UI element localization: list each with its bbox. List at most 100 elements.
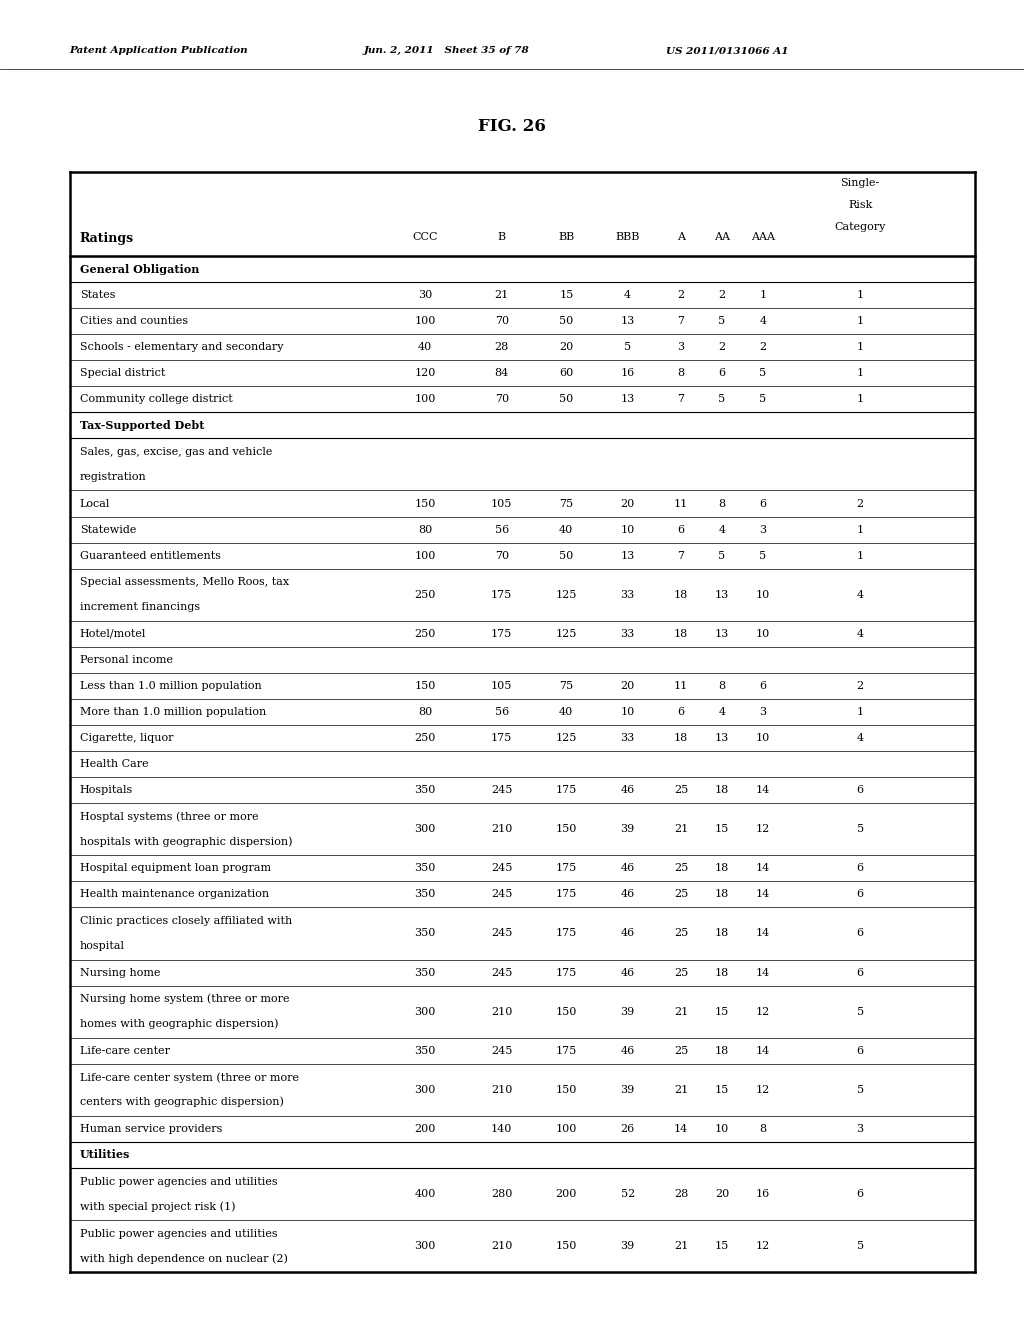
Text: 175: 175 [556, 890, 577, 899]
Text: 13: 13 [715, 590, 729, 599]
Text: 6: 6 [857, 1189, 863, 1199]
Text: 1: 1 [857, 290, 863, 300]
Text: US 2011/0131066 A1: US 2011/0131066 A1 [666, 46, 788, 55]
Text: Health Care: Health Care [80, 759, 148, 770]
Text: 105: 105 [492, 499, 512, 508]
Text: 1: 1 [857, 315, 863, 326]
Text: 100: 100 [415, 315, 435, 326]
Text: 6: 6 [719, 368, 725, 379]
Text: 300: 300 [415, 1085, 435, 1094]
Text: Life-care center system (three or more: Life-care center system (three or more [80, 1072, 299, 1082]
Text: 13: 13 [621, 395, 635, 404]
Text: increment financings: increment financings [80, 602, 200, 612]
Text: Utilities: Utilities [80, 1150, 130, 1160]
Text: BBB: BBB [615, 232, 640, 243]
Text: 50: 50 [559, 395, 573, 404]
Text: 15: 15 [715, 1007, 729, 1016]
Text: 75: 75 [559, 681, 573, 690]
Text: 8: 8 [760, 1123, 766, 1134]
Text: 3: 3 [857, 1123, 863, 1134]
Text: 14: 14 [756, 863, 770, 874]
Text: Health maintenance organization: Health maintenance organization [80, 890, 269, 899]
Text: 125: 125 [556, 590, 577, 599]
Text: 56: 56 [495, 708, 509, 717]
Text: 12: 12 [756, 1007, 770, 1016]
Text: registration: registration [80, 471, 146, 482]
Text: 7: 7 [678, 395, 684, 404]
Text: 4: 4 [857, 628, 863, 639]
Text: General Obligation: General Obligation [80, 264, 200, 275]
Text: 18: 18 [715, 968, 729, 978]
Text: 150: 150 [556, 1085, 577, 1094]
Text: Nursing home: Nursing home [80, 968, 161, 978]
Text: Special assessments, Mello Roos, tax: Special assessments, Mello Roos, tax [80, 577, 289, 587]
Text: 21: 21 [674, 1241, 688, 1251]
Text: 46: 46 [621, 968, 635, 978]
Text: 46: 46 [621, 785, 635, 795]
Text: 5: 5 [760, 368, 766, 379]
Text: 100: 100 [415, 550, 435, 561]
Text: 18: 18 [715, 890, 729, 899]
Text: More than 1.0 million population: More than 1.0 million population [80, 708, 266, 717]
Text: 3: 3 [760, 524, 766, 535]
Text: 14: 14 [756, 968, 770, 978]
Text: 10: 10 [621, 524, 635, 535]
Text: 50: 50 [559, 315, 573, 326]
Text: 5: 5 [625, 342, 631, 352]
Text: 245: 245 [492, 863, 512, 874]
Text: Jun. 2, 2011   Sheet 35 of 78: Jun. 2, 2011 Sheet 35 of 78 [364, 46, 529, 55]
Text: 150: 150 [556, 1007, 577, 1016]
Text: B: B [498, 232, 506, 243]
Text: 50: 50 [559, 550, 573, 561]
Text: 70: 70 [495, 315, 509, 326]
Text: Clinic practices closely affiliated with: Clinic practices closely affiliated with [80, 916, 292, 927]
Text: 300: 300 [415, 1241, 435, 1251]
Text: 15: 15 [715, 1241, 729, 1251]
Text: 175: 175 [556, 785, 577, 795]
Text: 39: 39 [621, 1085, 635, 1094]
Text: 21: 21 [674, 1007, 688, 1016]
Text: BB: BB [558, 232, 574, 243]
Text: 6: 6 [857, 968, 863, 978]
Text: 150: 150 [556, 824, 577, 834]
Text: Sales, gas, excise, gas and vehicle: Sales, gas, excise, gas and vehicle [80, 447, 272, 457]
Text: 245: 245 [492, 928, 512, 939]
Text: 11: 11 [674, 499, 688, 508]
Text: 14: 14 [756, 785, 770, 795]
Text: 70: 70 [495, 395, 509, 404]
Text: 6: 6 [760, 681, 766, 690]
Text: 18: 18 [674, 733, 688, 743]
Text: 18: 18 [715, 1045, 729, 1056]
Text: 6: 6 [678, 708, 684, 717]
Text: hospitals with geographic dispersion): hospitals with geographic dispersion) [80, 837, 293, 847]
Text: 10: 10 [756, 590, 770, 599]
Text: Nursing home system (three or more: Nursing home system (three or more [80, 994, 290, 1005]
Text: 13: 13 [621, 315, 635, 326]
Text: 125: 125 [556, 628, 577, 639]
Text: 1: 1 [857, 524, 863, 535]
Text: 150: 150 [415, 681, 435, 690]
Text: 25: 25 [674, 968, 688, 978]
Text: 75: 75 [559, 499, 573, 508]
Text: 5: 5 [719, 395, 725, 404]
Text: 245: 245 [492, 890, 512, 899]
Text: 3: 3 [678, 342, 684, 352]
Text: 13: 13 [715, 628, 729, 639]
Text: 4: 4 [719, 524, 725, 535]
Text: 11: 11 [674, 681, 688, 690]
Text: 250: 250 [415, 733, 435, 743]
Text: 5: 5 [719, 315, 725, 326]
Text: 18: 18 [674, 628, 688, 639]
Text: 5: 5 [857, 1241, 863, 1251]
Text: 2: 2 [678, 290, 684, 300]
Text: 210: 210 [492, 1085, 512, 1094]
Text: Hotel/motel: Hotel/motel [80, 628, 146, 639]
Text: Cigarette, liquor: Cigarette, liquor [80, 733, 173, 743]
Text: 30: 30 [418, 290, 432, 300]
Text: 350: 350 [415, 928, 435, 939]
Text: 2: 2 [719, 342, 725, 352]
Text: 14: 14 [756, 928, 770, 939]
Text: 175: 175 [492, 590, 512, 599]
Text: 5: 5 [857, 1085, 863, 1094]
Text: 350: 350 [415, 785, 435, 795]
